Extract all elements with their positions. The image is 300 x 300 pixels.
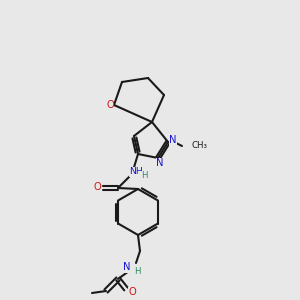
Text: NH: NH: [129, 167, 143, 176]
Text: O: O: [106, 100, 114, 110]
Text: O: O: [93, 182, 101, 192]
Text: N: N: [156, 158, 164, 168]
Text: N: N: [169, 135, 177, 145]
Text: O: O: [128, 287, 136, 297]
Text: CH₃: CH₃: [192, 142, 208, 151]
Text: H: H: [141, 172, 147, 181]
Text: H: H: [134, 266, 140, 275]
Text: N: N: [123, 262, 131, 272]
